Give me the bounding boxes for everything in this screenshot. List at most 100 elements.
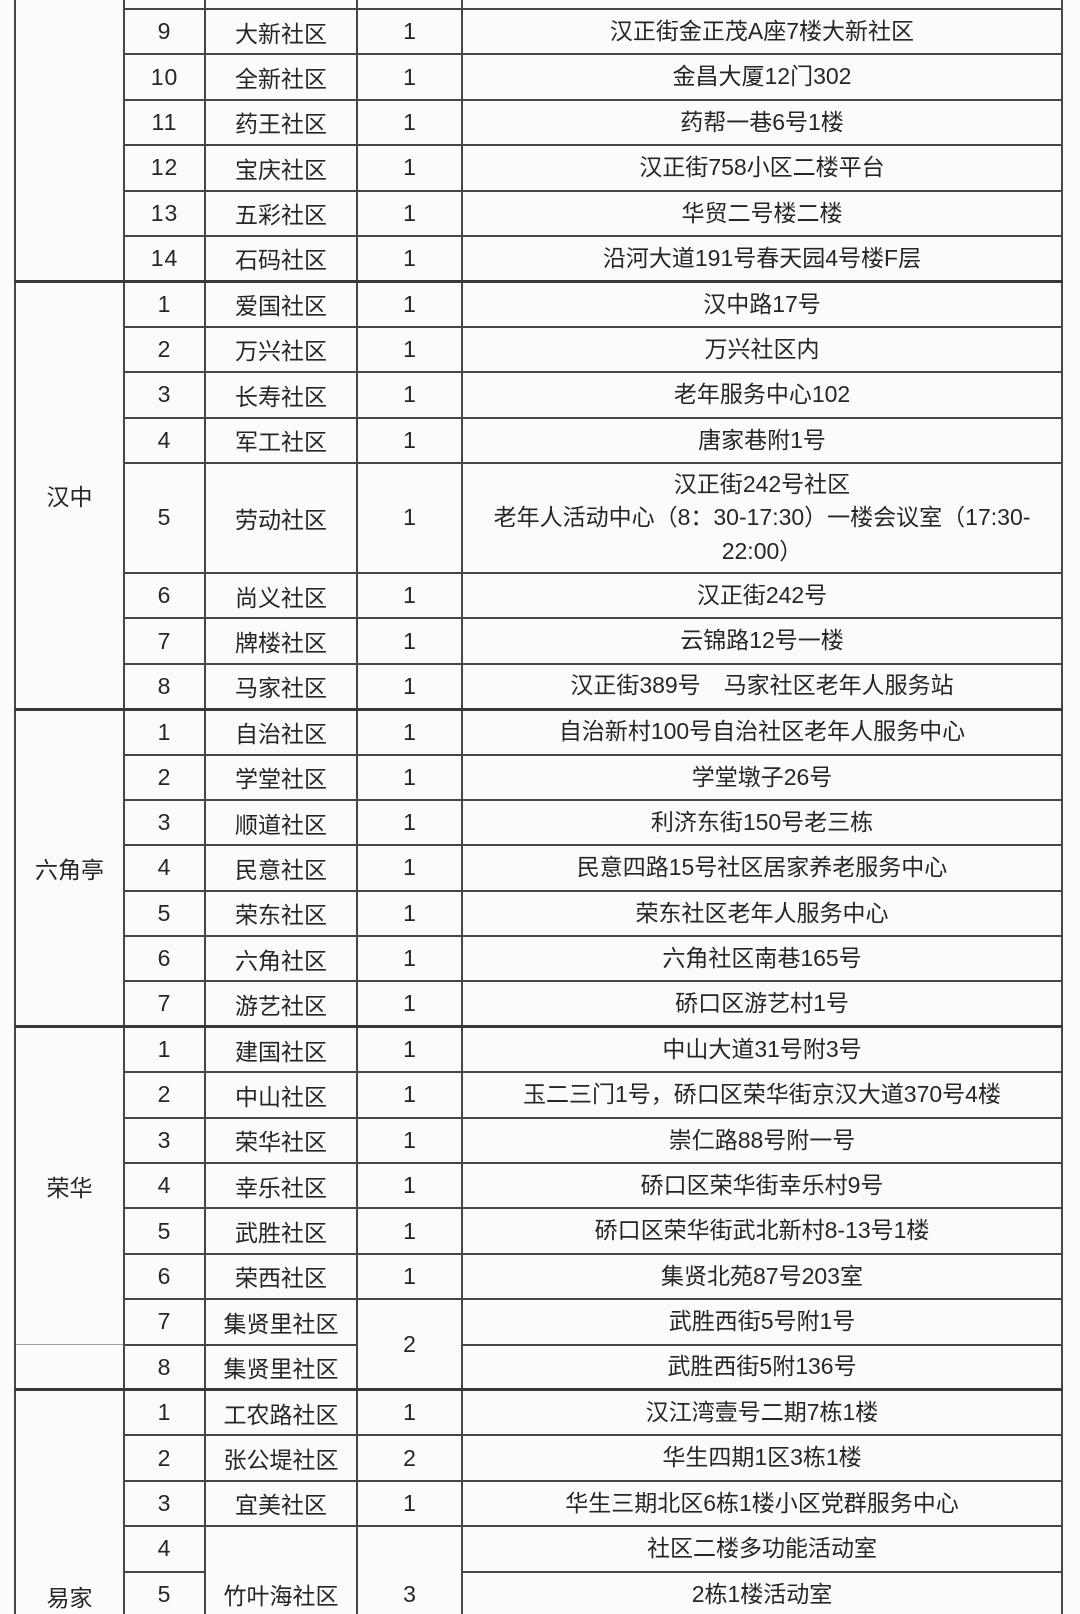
count-cell: 1 bbox=[356, 7, 463, 56]
count-cell: 1 bbox=[356, 1116, 463, 1165]
table-row: 6 六角社区 1 六角社区南巷165号 bbox=[15, 935, 1063, 983]
community-cell: 六角社区 bbox=[204, 935, 358, 983]
table-row: 4 幸乐社区 1 硚口区荣华街幸乐村9号 bbox=[15, 1162, 1063, 1210]
table-row: 7 牌楼社区 1 云锦路12号一楼 bbox=[15, 617, 1063, 665]
table-row: 2 万兴社区 1 万兴社区内 bbox=[15, 325, 1063, 374]
table-row: 7 游艺社区 1 硚口区游艺村1号 bbox=[15, 980, 1063, 1028]
community-cell: 石码社区 bbox=[204, 234, 358, 283]
count-cell bbox=[356, 0, 463, 10]
address-cell: 金昌大厦12门302 bbox=[461, 53, 1063, 101]
table-row: 9 大新社区 1 汉正街金正茂A座7楼大新社区 bbox=[15, 7, 1063, 56]
table-row: 汉中 1 爱国社区 1 汉中路17号 bbox=[14, 279, 1063, 710]
table-row: 3 顺道社区 1 利济东街150号老三栋 bbox=[15, 798, 1063, 847]
community-cell: 荣东社区 bbox=[204, 889, 358, 938]
row-number-cell: 3 bbox=[123, 1116, 206, 1165]
table-row: 2 张公堤社区 2 华生四期1区3栋1楼 bbox=[15, 1434, 1063, 1482]
row-number-cell: 5 bbox=[123, 1207, 206, 1255]
community-cell: 宝庆社区 bbox=[204, 144, 358, 192]
count-cell: 1 bbox=[356, 662, 463, 711]
row-number-cell: 10 bbox=[123, 53, 206, 101]
community-cell: 中山社区 bbox=[204, 1071, 358, 1119]
table-row: 8 马家社区 1 汉正街389号 马家社区老年人服务站 bbox=[15, 662, 1063, 711]
row-number-cell: 2 bbox=[123, 1071, 206, 1119]
street-cell: 易家 bbox=[14, 1388, 125, 1614]
table-row: 2 学堂社区 1 学堂墩子26号 bbox=[15, 753, 1063, 801]
table-row: 10 全新社区 1 金昌大厦12门302 bbox=[15, 53, 1063, 101]
row-number-cell: 8 bbox=[123, 1343, 206, 1391]
table-row: 11 药王社区 1 药帮一巷6号1楼 bbox=[15, 98, 1063, 147]
row-number-cell: 6 bbox=[123, 1252, 206, 1301]
count-cell: 1 bbox=[356, 798, 463, 847]
count-cell: 1 bbox=[356, 189, 463, 237]
row-number-cell: 2 bbox=[123, 1434, 206, 1482]
table-row: 2 中山社区 1 玉二三门1号，硚口区荣华街京汉大道370号4楼 bbox=[15, 1071, 1063, 1119]
count-cell: 1 bbox=[356, 617, 463, 665]
address-cell: 民意四路15号社区居家养老服务中心 bbox=[461, 844, 1063, 892]
address-cell: 汉正街758小区二楼平台 bbox=[461, 144, 1063, 192]
table-row: 12 宝庆社区 1 汉正街758小区二楼平台 bbox=[15, 144, 1063, 192]
address-cell: 集贤北苑87号203室 bbox=[461, 1252, 1063, 1301]
address-cell: 玉二三门1号，硚口区荣华街京汉大道370号4楼 bbox=[461, 1071, 1063, 1119]
row-number-cell: 9 bbox=[123, 7, 206, 56]
address-cell: 药帮一巷6号1楼 bbox=[461, 98, 1063, 147]
community-cell: 宜美社区 bbox=[204, 1479, 358, 1528]
count-cell: 2 bbox=[356, 1434, 463, 1482]
table-row: 六角亭 1 自治社区 1 自治新村100号自治社区老年人服务中心 bbox=[14, 707, 1063, 1028]
street-cell: 汉中 bbox=[14, 279, 125, 710]
community-cell: 尚义社区 bbox=[204, 571, 358, 620]
community-cell: 顺道社区 bbox=[204, 798, 358, 847]
community-cell: 游艺社区 bbox=[204, 980, 358, 1028]
row-number-cell: 12 bbox=[123, 144, 206, 192]
table-row: 7 集贤里社区 2 武胜西街5号附1号 bbox=[15, 1298, 1063, 1391]
row-number-cell: 6 bbox=[123, 571, 206, 620]
community-cell: 竹叶海社区 bbox=[204, 1525, 358, 1614]
row-number-cell: 5 bbox=[123, 889, 206, 938]
row-number-cell: 2 bbox=[123, 753, 206, 801]
table-row: 3 荣华社区 1 崇仁路88号附一号 bbox=[15, 1116, 1063, 1165]
address-cell: 2栋1楼活动室 bbox=[461, 1570, 1063, 1614]
address-cell: 汉江湾壹号二期7栋1楼 bbox=[461, 1388, 1063, 1437]
table-row: 8 集贤里社区 武胜西街5附136号 bbox=[14, 1343, 1063, 1391]
count-cell: 1 bbox=[356, 279, 463, 328]
street-cell-empty bbox=[14, 1344, 125, 1391]
row-number-cell: 4 bbox=[123, 1162, 206, 1210]
count-cell: 1 bbox=[356, 144, 463, 192]
count-cell: 1 bbox=[356, 1162, 463, 1210]
community-cell: 集贤里社区 bbox=[204, 1298, 358, 1346]
table-row: 4 军工社区 1 唐家巷附1号 bbox=[15, 416, 1063, 464]
count-cell: 1 bbox=[356, 325, 463, 374]
address-cell: 中山大道31号附3号 bbox=[461, 1025, 1063, 1074]
row-number-cell: 13 bbox=[123, 189, 206, 237]
count-cell: 1 bbox=[356, 98, 463, 147]
row-number-cell bbox=[123, 0, 206, 10]
row-number-cell: 7 bbox=[123, 980, 206, 1028]
address-cell: 万兴社区内 bbox=[461, 325, 1063, 374]
row-number-cell: 14 bbox=[123, 234, 206, 283]
row-number-cell: 3 bbox=[123, 371, 206, 419]
count-cell: 1 bbox=[356, 1388, 463, 1437]
count-cell: 1 bbox=[356, 889, 463, 938]
community-cell bbox=[204, 0, 358, 10]
table-row: 荣华 1 建国社区 1 中山大道31号附3号 bbox=[14, 1025, 1063, 1346]
community-cell: 万兴社区 bbox=[204, 325, 358, 374]
address-cell: 汉正街金正茂A座7楼大新社区 bbox=[461, 7, 1063, 56]
table-row: 易家 1 工农路社区 1 汉江湾壹号二期7栋1楼 bbox=[14, 1388, 1063, 1614]
table-row: 5 武胜社区 1 硚口区荣华街武北新村8-13号1楼 bbox=[15, 1207, 1063, 1255]
address-cell: 利济东街150号老三栋 bbox=[461, 798, 1063, 847]
table-row: 6 尚义社区 1 汉正街242号 bbox=[15, 571, 1063, 620]
table-row: 3 宜美社区 1 华生三期北区6栋1楼小区党群服务中心 bbox=[15, 1479, 1063, 1528]
address-cell: 六角社区南巷165号 bbox=[461, 935, 1063, 983]
address-cell: 汉中路17号 bbox=[461, 279, 1063, 328]
address-cell: 华生四期1区3栋1楼 bbox=[461, 1434, 1063, 1482]
street-cell: 六角亭 bbox=[14, 707, 125, 1028]
row-number-cell: 7 bbox=[123, 1298, 206, 1346]
address-cell: 学堂墩子26号 bbox=[461, 753, 1063, 801]
address-cell: 社区二楼多功能活动室 bbox=[461, 1525, 1063, 1573]
address-cell: 华贸二号楼二楼 bbox=[461, 189, 1063, 237]
address-cell bbox=[461, 0, 1063, 10]
address-cell: 汉正街242号社区 老年人活动中心（8：30-17:30）一楼会议室（17:30… bbox=[461, 461, 1063, 574]
row-number-cell: 1 bbox=[123, 279, 206, 328]
address-cell: 荣东社区老年人服务中心 bbox=[461, 889, 1063, 938]
community-cell: 马家社区 bbox=[204, 662, 358, 711]
community-cell: 学堂社区 bbox=[204, 753, 358, 801]
